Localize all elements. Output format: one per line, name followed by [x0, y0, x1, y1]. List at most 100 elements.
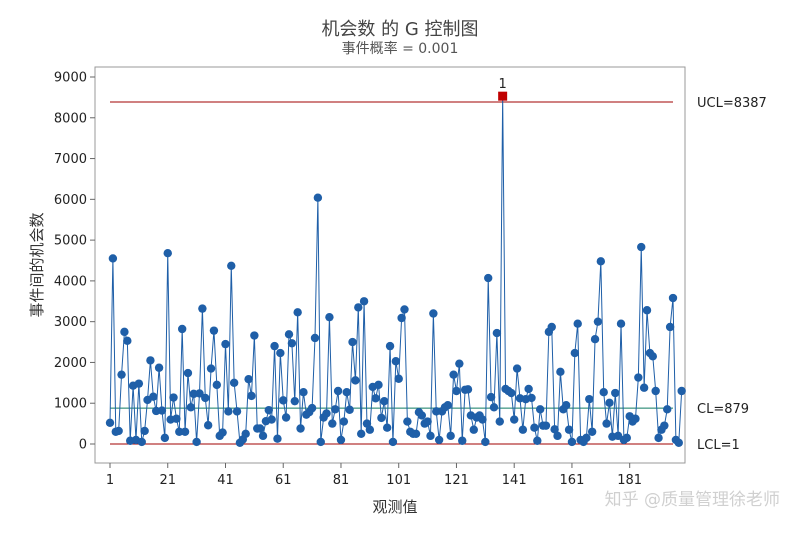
- data-point: [267, 415, 276, 424]
- data-point: [397, 313, 406, 323]
- data-point: [229, 378, 239, 388]
- data-points: 1: [105, 77, 686, 447]
- out-of-control-point: [498, 91, 508, 101]
- data-point: [175, 427, 184, 436]
- data-point: [567, 437, 577, 447]
- data-point: [668, 293, 678, 303]
- data-point: [642, 306, 652, 315]
- data-point: [556, 367, 565, 377]
- data-point: [209, 326, 219, 335]
- data-point: [201, 393, 210, 403]
- data-point: [654, 433, 663, 443]
- data-point: [605, 398, 614, 408]
- data-point: [564, 425, 574, 434]
- data-point: [290, 396, 299, 406]
- data-point: [172, 414, 181, 423]
- data-point: [270, 341, 279, 351]
- y-axis-label: 事件间的机会数: [28, 212, 46, 317]
- data-point: [388, 437, 398, 447]
- data-point: [518, 425, 528, 434]
- data-point: [377, 413, 386, 423]
- data-point: [342, 388, 351, 397]
- data-point: [585, 394, 594, 404]
- data-point: [449, 370, 458, 379]
- data-point: [403, 417, 412, 426]
- data-point: [224, 407, 233, 416]
- data-point: [541, 421, 551, 430]
- data-point: [411, 429, 421, 439]
- lcl-label: LCL=1: [697, 438, 740, 453]
- x-tick-label: 21: [159, 473, 176, 488]
- x-tick-label: 1: [106, 473, 114, 488]
- data-point: [478, 415, 487, 424]
- data-point: [273, 434, 282, 443]
- data-point: [169, 393, 178, 402]
- data-point: [198, 304, 207, 313]
- data-point: [186, 403, 196, 412]
- data-point: [218, 428, 227, 437]
- data-point: [382, 423, 392, 432]
- data-point: [149, 392, 158, 401]
- data-point: [356, 429, 366, 439]
- data-point: [432, 407, 441, 416]
- x-tick-label: 161: [560, 473, 585, 488]
- data-point: [665, 322, 675, 332]
- data-point: [123, 336, 132, 346]
- data-point: [247, 391, 256, 401]
- data-point: [108, 254, 118, 263]
- data-point: [328, 419, 337, 428]
- data-point: [651, 386, 660, 396]
- data-point: [339, 417, 349, 426]
- data-point: [486, 392, 496, 402]
- data-point: [212, 380, 222, 390]
- data-point: [463, 385, 473, 394]
- data-point: [599, 388, 608, 397]
- data-point: [550, 425, 559, 434]
- data-point: [455, 359, 464, 368]
- y-tick-label: 6000: [54, 193, 87, 208]
- data-point: [561, 401, 571, 410]
- cl-label: CL=879: [697, 402, 749, 417]
- data-point: [374, 380, 383, 390]
- data-point: [385, 341, 395, 351]
- data-point: [677, 386, 686, 396]
- y-tick-label: 0: [79, 438, 87, 453]
- data-point: [325, 312, 334, 322]
- data-point: [616, 319, 626, 328]
- data-point: [524, 384, 533, 394]
- data-point: [359, 297, 369, 306]
- data-point: [489, 403, 499, 412]
- data-point: [140, 426, 149, 436]
- data-point: [547, 322, 556, 332]
- data-point: [316, 437, 325, 447]
- y-tick-label: 2000: [54, 356, 87, 371]
- plot-frame: [94, 66, 686, 464]
- y-tick-label: 9000: [54, 71, 87, 86]
- x-tick-label: 41: [217, 473, 234, 488]
- data-point: [281, 413, 291, 422]
- y-axis: 0 1000 2000 3000 4000 5000 6000 7000 8000 9000: [54, 71, 95, 453]
- data-point: [351, 376, 360, 385]
- data-point: [313, 193, 323, 202]
- chart-subtitle: 事件概率 = 0.001: [342, 40, 459, 57]
- data-point: [180, 427, 190, 436]
- data-point: [634, 373, 643, 382]
- data-point: [134, 379, 144, 388]
- y-tick-label: 4000: [54, 274, 87, 289]
- out-of-control-label: 1: [499, 77, 507, 92]
- data-point: [345, 405, 354, 414]
- data-point: [400, 305, 409, 314]
- data-point: [622, 433, 632, 443]
- data-point: [284, 330, 294, 339]
- data-point: [227, 261, 236, 271]
- x-tick-label: 121: [444, 473, 469, 488]
- data-point: [481, 437, 490, 447]
- data-point: [232, 407, 242, 416]
- data-point: [663, 405, 672, 414]
- data-point: [639, 383, 649, 392]
- data-point: [458, 436, 467, 445]
- data-point: [322, 409, 331, 418]
- data-point: [507, 388, 516, 398]
- data-point: [426, 431, 435, 441]
